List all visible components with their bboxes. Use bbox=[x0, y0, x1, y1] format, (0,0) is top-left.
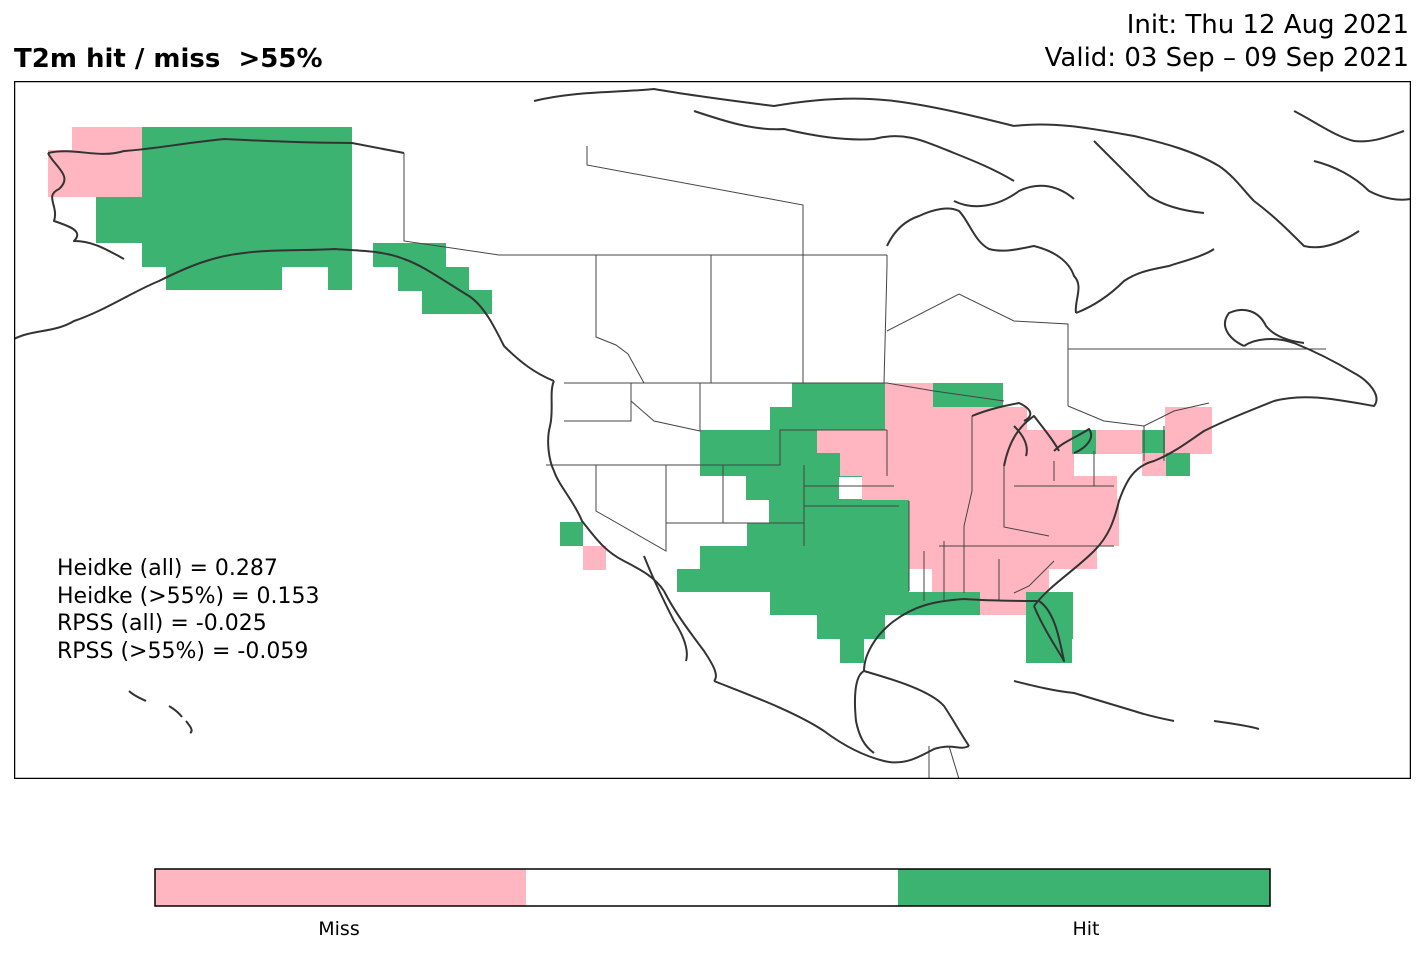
coastlines bbox=[14, 88, 1411, 764]
hit-cell bbox=[933, 383, 1003, 407]
valid-period: Valid: 03 Sep – 09 Sep 2021 bbox=[1044, 43, 1409, 73]
hit-cell bbox=[96, 197, 142, 243]
hit-cell bbox=[932, 592, 980, 615]
hit-cell bbox=[373, 243, 446, 267]
hit-cell bbox=[769, 499, 909, 524]
hit-cell bbox=[1026, 592, 1073, 639]
hit-cell bbox=[746, 476, 839, 500]
colorbar-frame bbox=[154, 868, 1271, 907]
colorbar-neutral-segment bbox=[526, 869, 898, 906]
miss-cell bbox=[885, 383, 933, 430]
hit-cell bbox=[1142, 430, 1165, 453]
hit-cell bbox=[398, 267, 469, 291]
hit-cell bbox=[817, 615, 885, 639]
map-panel bbox=[14, 81, 1411, 779]
rpss-all: RPSS (all) = -0.025 bbox=[57, 611, 267, 636]
heidke-55: Heidke (>55%) = 0.153 bbox=[57, 583, 320, 609]
colorbar-label-hit: Hit bbox=[1072, 918, 1100, 940]
miss-cell bbox=[817, 430, 1074, 453]
hit-cell bbox=[1026, 639, 1072, 663]
miss-cell bbox=[1096, 430, 1142, 454]
miss-cell bbox=[933, 407, 1027, 431]
miss-cell bbox=[909, 546, 1097, 569]
miss-cell bbox=[583, 546, 606, 570]
miss-cell bbox=[980, 592, 1027, 615]
hit-cell bbox=[747, 523, 909, 547]
hit-cell bbox=[677, 569, 909, 592]
colorbar-hit-segment bbox=[898, 869, 1270, 906]
hit-cell bbox=[166, 267, 282, 290]
hit-cell bbox=[700, 546, 909, 569]
miss-cell bbox=[840, 453, 1074, 476]
rpss-55: RPSS (>55%) = -0.059 bbox=[57, 638, 309, 664]
hit-cell bbox=[1072, 430, 1096, 454]
forecast-cells bbox=[48, 127, 1212, 663]
map-title: T2m hit / miss >55% bbox=[14, 44, 323, 74]
miss-cell bbox=[909, 499, 1119, 523]
hit-cell bbox=[770, 592, 932, 615]
miss-cell bbox=[862, 476, 1117, 500]
hit-cell bbox=[142, 127, 352, 267]
colorbar-label-miss: Miss bbox=[318, 918, 360, 940]
hit-cell bbox=[560, 522, 583, 546]
colorbar bbox=[154, 868, 1271, 907]
skill-scores: Heidke (all) = 0.287 Heidke (>55%) = 0.1… bbox=[57, 555, 320, 665]
hit-cell bbox=[328, 267, 352, 290]
hit-cell bbox=[840, 639, 864, 663]
colorbar-miss-segment bbox=[155, 869, 526, 906]
miss-cell bbox=[932, 569, 1049, 592]
hit-cell bbox=[770, 407, 819, 431]
map-frame bbox=[14, 81, 1411, 779]
hit-cell bbox=[422, 290, 492, 314]
hit-cell bbox=[1166, 453, 1190, 476]
init-date: Init: Thu 12 Aug 2021 bbox=[1126, 10, 1409, 40]
political-borders bbox=[403, 146, 1326, 779]
miss-cell bbox=[909, 523, 1119, 546]
heidke-all: Heidke (all) = 0.287 bbox=[57, 556, 278, 581]
